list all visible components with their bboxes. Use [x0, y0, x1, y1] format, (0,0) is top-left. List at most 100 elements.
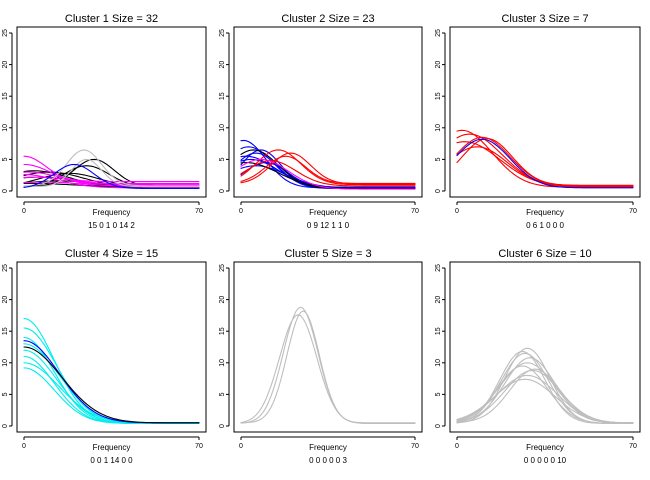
series-red-line-2: [456, 136, 634, 187]
x-tick-label: 70: [629, 208, 637, 215]
y-tick-label: 25: [219, 29, 226, 37]
x-tick-label: 70: [195, 208, 203, 215]
series-gray-line-1: [240, 306, 416, 425]
y-tick-label: 10: [2, 124, 9, 132]
y-tick-label: 0: [435, 424, 442, 428]
y-tick-label: 5: [219, 392, 226, 396]
x-axis-label: Frequency: [309, 208, 347, 217]
series-gray-line-10: [456, 368, 634, 424]
y-tick-label: 10: [435, 124, 442, 132]
series-gray-line-2: [23, 158, 200, 188]
y-tick-label: 20: [219, 296, 226, 304]
x-tick-label: 70: [411, 208, 419, 215]
series-cyan-line-7: [23, 362, 200, 424]
series-gray-line-9: [456, 350, 634, 425]
x-axis-label: Frequency: [309, 443, 347, 452]
y-tick-label: 10: [219, 124, 226, 132]
series-red-line-3: [456, 141, 634, 188]
plot-frame: [449, 26, 641, 198]
x-tick-label: 0: [455, 208, 459, 215]
cluster-counts: 0 9 12 1 1 0: [307, 221, 350, 230]
chart-panel-2: Cluster 2 Size = 23 0 70 0 5 10 15 20 25 Frequenc…: [219, 13, 423, 230]
series-cyan-line-8: [23, 367, 200, 425]
y-tick-label: 15: [2, 92, 9, 100]
cluster-counts: 15 0 1 0 14 2: [88, 221, 135, 230]
y-tick-label: 20: [2, 296, 9, 304]
chart-title: Cluster 4 Size = 15: [65, 248, 158, 260]
series-red-line-4: [456, 137, 634, 186]
y-tick-label: 25: [2, 264, 9, 272]
x-tick-label: 70: [629, 443, 637, 450]
y-tick-label: 5: [435, 392, 442, 396]
plot-frame: [16, 261, 207, 433]
y-tick-label: 25: [435, 264, 442, 272]
x-tick-label: 70: [411, 443, 419, 450]
series-black-line-1: [23, 346, 200, 424]
x-tick-label: 70: [195, 443, 203, 450]
series-cyan-line-4: [23, 343, 200, 424]
series-gray-line-2: [240, 310, 416, 424]
chart-title: Cluster 3 Size = 7: [501, 13, 588, 25]
y-tick-label: 5: [2, 392, 9, 396]
y-tick-label: 20: [435, 61, 442, 69]
series-magenta-line-1: [240, 158, 416, 190]
x-axis-label: Frequency: [526, 443, 564, 452]
chart-title: Cluster 6 Size = 10: [498, 248, 591, 260]
y-tick-label: 15: [435, 92, 442, 100]
series-red-line-1: [240, 149, 416, 186]
chart-panel-4: Cluster 4 Size = 15 0 70 0 5 10 15 20 25 Frequenc…: [2, 248, 207, 465]
y-tick-label: 15: [219, 327, 226, 335]
y-tick-label: 5: [219, 157, 226, 161]
x-axis-label: Frequency: [93, 208, 131, 217]
y-tick-label: 25: [435, 29, 442, 37]
x-tick-label: 0: [22, 208, 26, 215]
series-cyan-line-3: [23, 336, 200, 425]
x-tick-label: 0: [239, 208, 243, 215]
y-tick-label: 10: [2, 359, 9, 367]
series-magenta-line-3: [23, 171, 200, 183]
series-blue-line-1: [23, 340, 200, 424]
series-red-line-1: [456, 133, 634, 188]
series-red-line-2: [240, 155, 416, 184]
x-axis-label: Frequency: [526, 208, 564, 217]
y-tick-label: 10: [219, 359, 226, 367]
y-tick-label: 25: [2, 29, 9, 37]
plot-frame: [16, 26, 207, 198]
series-blue-line-8: [240, 165, 416, 189]
chart-title: Cluster 2 Size = 23: [281, 13, 374, 25]
x-axis-label: Frequency: [93, 443, 131, 452]
x-tick-label: 0: [22, 443, 26, 450]
chart-title: Cluster 5 Size = 3: [284, 248, 371, 260]
chart-panel-6: Cluster 6 Size = 10 0 70 0 5 10 15 20 25 Frequenc…: [435, 248, 641, 465]
chart-panel-3: Cluster 3 Size = 7 0 70 0 5 10 15 20 25 Frequency…: [435, 13, 641, 230]
series-red-line-5: [456, 146, 634, 188]
series-blue-line-1: [23, 163, 200, 190]
cluster-counts: 0 0 0 0 0 3: [309, 456, 347, 465]
y-tick-label: 0: [219, 189, 226, 193]
series-red-line-4: [240, 152, 416, 185]
x-tick-label: 0: [455, 443, 459, 450]
plot-frame: [449, 261, 641, 433]
chart-panel-1: Cluster 1 Size = 32 0 70 0 5 10 15 20 25 Frequenc…: [2, 13, 207, 230]
series-gray-line-1: [23, 149, 200, 187]
cluster-counts: 0 6 1 0 0 0: [526, 221, 564, 230]
y-tick-label: 5: [435, 157, 442, 161]
y-tick-label: 0: [435, 189, 442, 193]
y-tick-label: 15: [2, 327, 9, 335]
y-tick-label: 0: [219, 424, 226, 428]
series-red-line-6: [456, 129, 634, 188]
series-gray-line-6: [456, 369, 634, 424]
series-cyan-line-6: [23, 355, 200, 425]
y-tick-label: 25: [219, 264, 226, 272]
series-cyan-line-2: [23, 327, 200, 424]
y-tick-label: 20: [2, 61, 9, 69]
y-tick-label: 15: [435, 327, 442, 335]
series-gray-line-3: [240, 314, 416, 425]
y-tick-label: 0: [2, 189, 9, 193]
plot-frame: [233, 26, 423, 198]
cluster-counts: 0 0 0 0 0 10: [524, 456, 567, 465]
series-blue-line-1: [456, 138, 634, 189]
y-tick-label: 20: [435, 296, 442, 304]
series-gray-line-4: [456, 362, 634, 424]
